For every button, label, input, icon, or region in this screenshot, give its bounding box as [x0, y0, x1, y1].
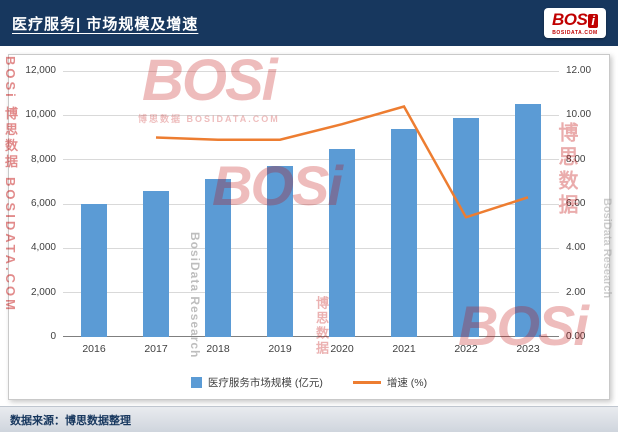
y-axis-right-tick: 4.00: [566, 242, 586, 254]
y-axis-left-tick: 12,000: [25, 65, 56, 76]
y-axis-left-tick: 2,000: [30, 286, 56, 298]
x-axis-tick: 2020: [330, 343, 354, 355]
logo-wordmark: BOS i: [552, 11, 598, 29]
gridline: [63, 70, 559, 72]
header: 医疗服务| 市场规模及增速 BOS i BOSIDATA.COM: [0, 0, 618, 46]
chart-panel: 2016 2017 2018 2019 2020 2021 2022 2023 0 0.00 2,…: [8, 54, 610, 400]
y-axis-right-tick: 6.00: [566, 198, 586, 209]
bar: [267, 166, 293, 337]
bar: [453, 117, 479, 337]
x-axis-tick: 2022: [454, 343, 478, 355]
x-axis-tick: 2017: [144, 343, 168, 355]
bar: [391, 128, 417, 337]
bar: [205, 178, 231, 337]
legend-item-bars: 医疗服务市场规模 (亿元): [190, 375, 323, 390]
y-axis-right-tick: 12.00: [566, 65, 592, 76]
x-axis-baseline: [63, 336, 559, 337]
y-axis-right-tick: 2.00: [566, 286, 586, 298]
page-title: 医疗服务| 市场规模及增速: [12, 15, 199, 33]
legend-line-label: 增速 (%): [386, 377, 428, 389]
gridline: [63, 292, 559, 294]
y-axis-right-tick: 0.00: [566, 331, 586, 342]
y-axis-right-tick: 8.00: [566, 153, 586, 165]
bar: [515, 104, 541, 337]
bosi-logo: BOS i BOSIDATA.COM: [544, 8, 606, 38]
y-axis-left-tick: 0: [50, 331, 56, 342]
legend-bar-label: 医疗服务市场规模 (亿元): [207, 377, 323, 389]
y-axis-left-tick: 6,000: [30, 198, 56, 209]
gridline: [63, 247, 559, 249]
x-axis-tick: 2019: [268, 343, 292, 355]
x-axis-tick: 2016: [82, 343, 106, 355]
y-axis-left-tick: 10,000: [25, 109, 56, 121]
bar-series: [63, 71, 559, 337]
x-axis-tick: 2023: [516, 343, 540, 355]
footer: 数据来源：博思数据整理: [0, 406, 618, 432]
legend-item-line: 增速 (%): [352, 375, 428, 390]
logo-text-bos: BOS: [552, 10, 588, 29]
y-axis-left-tick: 4,000: [30, 242, 56, 254]
legend-line-swatch: [352, 381, 381, 384]
x-axis-tick: 2021: [392, 343, 416, 355]
logo-text-i: i: [588, 14, 598, 28]
legend-bar-swatch: [190, 377, 202, 388]
bar: [143, 190, 169, 337]
x-axis-tick: 2018: [206, 343, 230, 355]
plot-area: 2016 2017 2018 2019 2020 2021 2022 2023 0 0.00 2,…: [25, 65, 591, 355]
x-axis: 2016 2017 2018 2019 2020 2021 2022 2023: [63, 343, 559, 355]
legend: 医疗服务市场规模 (亿元) 增速 (%): [9, 375, 609, 390]
data-source: 数据来源：博思数据整理: [10, 414, 131, 427]
bar: [81, 204, 107, 337]
bar: [329, 148, 355, 337]
y-axis-left-tick: 8,000: [30, 153, 56, 165]
y-axis-right-tick: 10.00: [566, 109, 592, 121]
logo-subtext: BOSIDATA.COM: [552, 30, 598, 36]
